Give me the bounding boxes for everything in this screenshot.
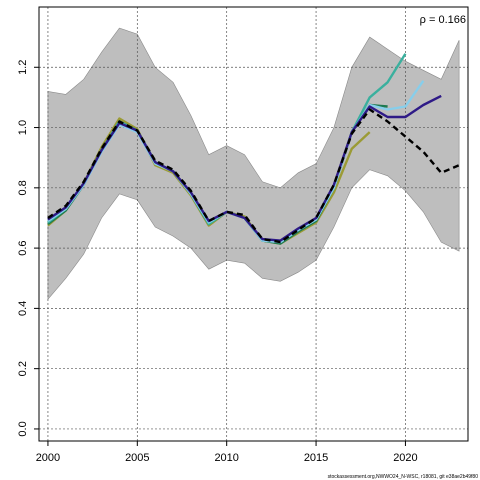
series-layer xyxy=(47,53,460,245)
credit-text: stockassessment.org,NWWO24_N-WSC, r18081… xyxy=(328,474,479,480)
x-tick-label: 2020 xyxy=(393,452,417,464)
y-tick-label: 0.2 xyxy=(17,361,29,376)
confidence-band-layer xyxy=(47,27,460,301)
y-tick-label: 1.2 xyxy=(17,60,29,75)
rho-annotation: ρ = 0.166 xyxy=(420,14,466,26)
axis-layer: 2000 2005 2010 2015 2020 0.0 0.2 0.4 0.6 0.8 1.0 1.… xyxy=(17,60,418,464)
y-tick-label: 1.0 xyxy=(17,120,29,135)
plot-frame xyxy=(38,6,469,442)
y-tick-label: 0.4 xyxy=(17,301,29,316)
x-tick-label: 2000 xyxy=(36,452,60,464)
x-tick-label: 2015 xyxy=(304,452,328,464)
y-tick-label: 0.6 xyxy=(17,240,29,255)
y-tick-label: 0.8 xyxy=(17,180,29,195)
confidence-band xyxy=(47,27,460,301)
x-tick-label: 2010 xyxy=(214,452,238,464)
series-line-base xyxy=(47,108,460,244)
x-tick-label: 2005 xyxy=(125,452,149,464)
series-line-peel1 xyxy=(47,94,442,242)
y-tick-label: 0.0 xyxy=(17,421,29,436)
